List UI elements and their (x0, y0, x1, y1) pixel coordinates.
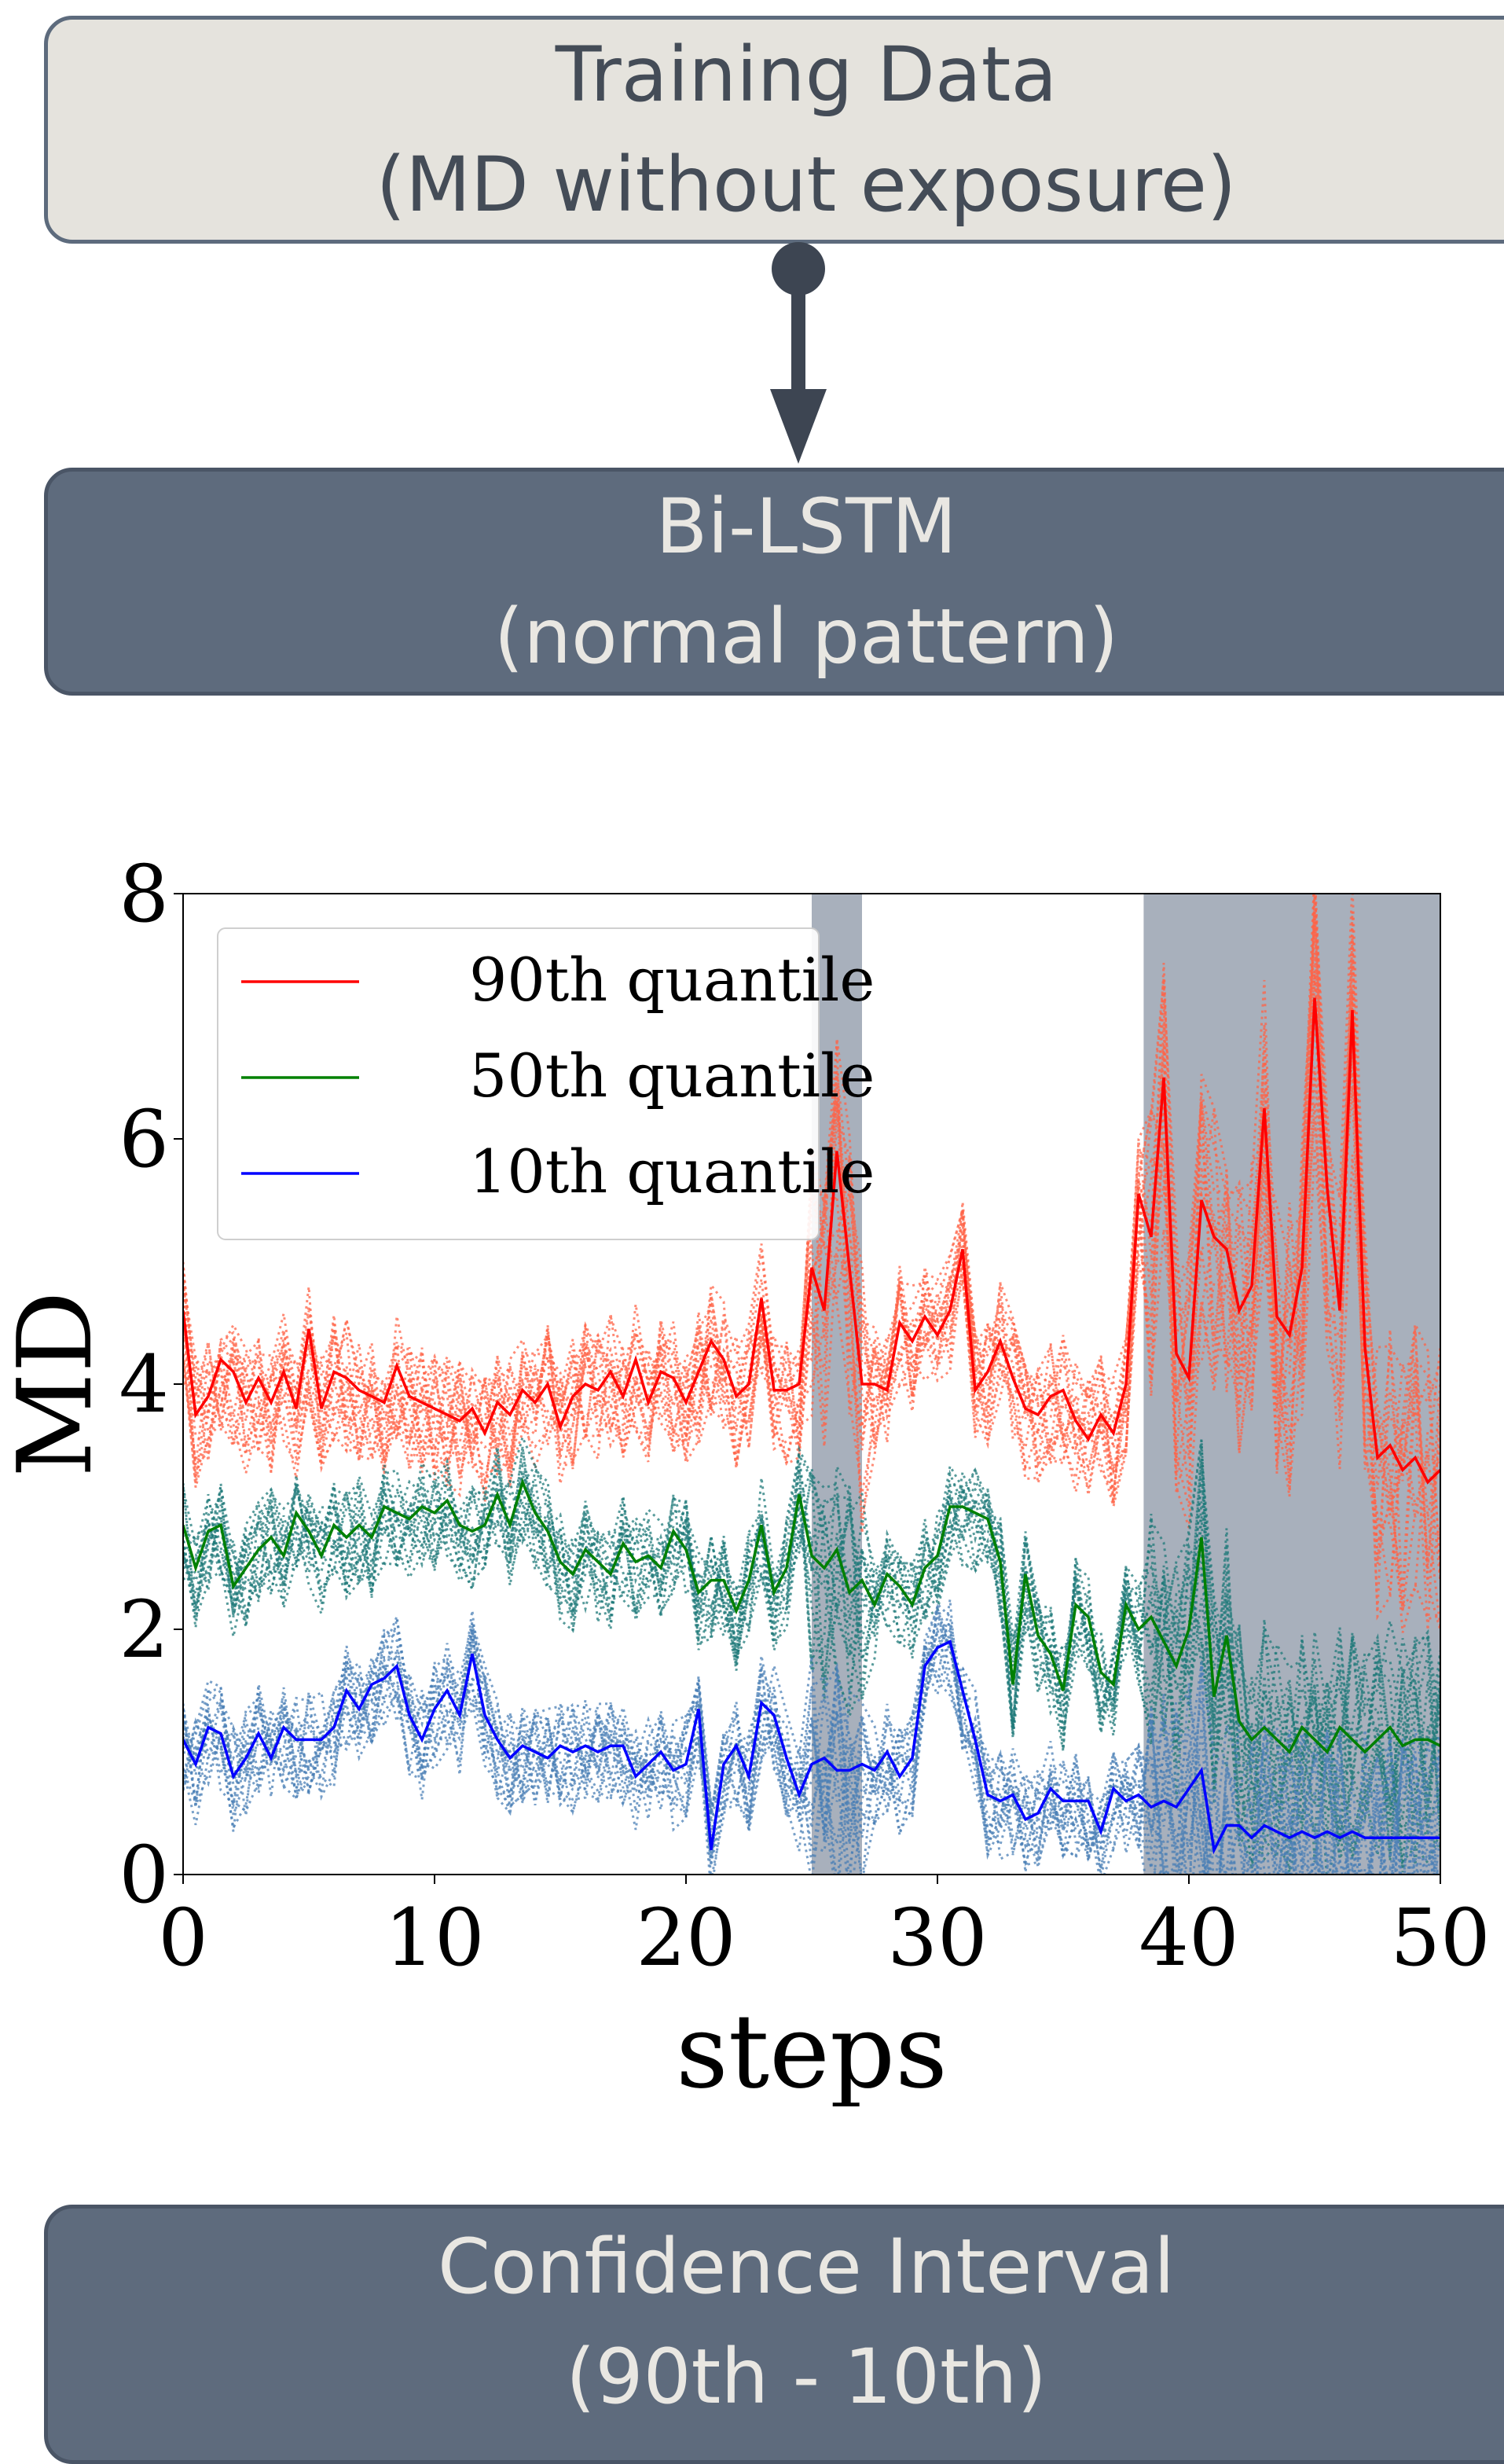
sample-trace-1-7 (183, 1449, 1440, 1855)
sample-trace-2-15 (183, 1610, 1436, 1875)
sample-trace-1-10 (183, 1434, 1440, 1865)
sample-trace-2-14 (183, 1603, 1440, 1875)
sample-trace-2-9 (183, 1623, 1440, 1875)
training-data-box: Training Data (MD without exposure) (44, 16, 1504, 244)
x-tick-label-5: 50 (1390, 1892, 1490, 1984)
sample-trace-0-8 (183, 970, 1440, 1631)
x-axis-label: steps (676, 1992, 948, 2106)
sample-trace-0-9 (183, 911, 1440, 1592)
series-line-0 (183, 997, 1440, 1485)
y-tick-label-1: 2 (119, 1584, 169, 1676)
y-axis-label: MD (0, 1291, 115, 1477)
x-tick-label-0: 0 (158, 1892, 208, 1984)
y-tick-label-0: 0 (119, 1829, 169, 1921)
x-tick-label-3: 30 (887, 1892, 987, 1984)
training-data-title: Training Data (555, 31, 1058, 119)
plot-area (183, 894, 1440, 1875)
x-tick-label-2: 20 (636, 1892, 735, 1984)
sample-trace-1-8 (183, 1471, 1440, 1867)
sample-trace-1-14 (183, 1463, 1440, 1875)
series-line-1 (183, 1478, 1440, 1754)
sample-trace-0-3 (183, 982, 1440, 1507)
legend-label-2: 10th quantile (469, 1137, 875, 1206)
sample-trace-1-1 (183, 1458, 1440, 1875)
arrow-shaft (791, 269, 805, 395)
sample-trace-2-0 (183, 1605, 1440, 1875)
bi-lstm-subtitle: (normal pattern) (493, 593, 1119, 681)
sample-trace-0-14 (183, 979, 1440, 1629)
x-tick-label-1: 10 (384, 1892, 484, 1984)
x-tick-label-4: 40 (1139, 1892, 1238, 1984)
legend-box (217, 927, 820, 1240)
bi-lstm-title: Bi-LSTM (655, 483, 957, 571)
y-tick-label-4: 8 (119, 849, 169, 940)
sample-trace-2-1 (183, 1629, 1440, 1875)
training-data-subtitle: (MD without exposure) (376, 141, 1237, 229)
sample-trace-1-12 (183, 1440, 1440, 1873)
sample-trace-0-2 (183, 894, 1440, 1566)
sample-trace-2-7 (183, 1621, 1440, 1875)
sample-trace-1-11 (183, 1466, 1440, 1842)
confidence-interval-box: Confidence Interval (90th - 10th) (44, 2205, 1504, 2464)
sample-trace-1-9 (183, 1468, 1440, 1861)
confidence-interval-title: Confidence Interval (438, 2223, 1175, 2311)
legend-label-1: 50th quantile (469, 1041, 875, 1111)
y-tick-label-2: 4 (119, 1338, 169, 1430)
arrow-head (770, 389, 827, 464)
y-tick-label-3: 6 (119, 1093, 169, 1185)
sample-trace-1-6 (183, 1484, 1440, 1820)
sample-trace-2-10 (183, 1627, 1440, 1875)
legend-label-0: 90th quantile (469, 945, 875, 1015)
confidence-interval-subtitle: (90th - 10th) (566, 2333, 1047, 2421)
sample-trace-2-3 (183, 1607, 1440, 1875)
md-quantile-chart: 0 10 20 30 40 50 0 2 4 6 8 steps MD 90th quantile 50th… (0, 849, 1491, 2106)
series-line-2 (183, 1640, 1440, 1855)
sample-trace-1-2 (183, 1452, 1440, 1860)
bi-lstm-box: Bi-LSTM (normal pattern) (44, 468, 1504, 696)
